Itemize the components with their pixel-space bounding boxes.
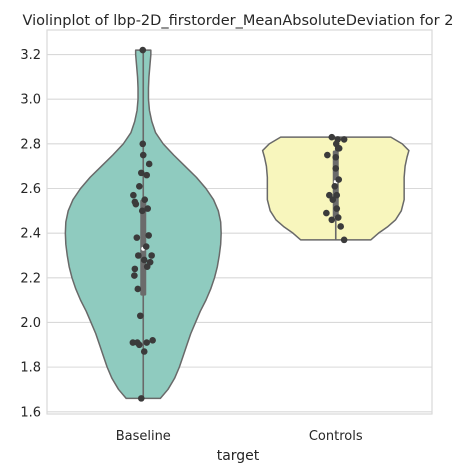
data-point [130,192,137,199]
y-tick-label: 3.0 [20,93,41,108]
data-point [333,205,340,212]
data-point [143,339,150,346]
x-axis-ticks: Baseline Controls [116,429,363,444]
data-point [134,234,141,241]
data-point [335,214,342,221]
y-tick-label: 2.8 [20,137,41,152]
data-point [324,152,331,159]
chart-title: Violinplot of lbp-2D_firstorder_MeanAbso… [23,13,454,29]
data-point [138,395,145,402]
data-point [336,145,343,152]
data-point [140,152,147,159]
data-point [131,272,138,279]
data-point [143,243,150,250]
y-tick-label: 2.6 [20,182,41,197]
x-tick-label: Baseline [116,429,171,444]
data-point [328,134,335,141]
y-tick-label: 1.6 [20,405,41,420]
y-tick-label: 2.0 [20,316,41,331]
data-point [146,161,153,168]
data-point [139,47,146,54]
x-tick-label: Controls [309,429,363,444]
data-point [139,208,146,215]
y-tick-label: 3.2 [20,48,41,63]
data-point [332,154,339,161]
data-point [143,172,150,179]
data-point [323,210,330,217]
violins [65,50,409,398]
y-tick-label: 2.4 [20,227,41,242]
data-point [149,337,156,344]
y-tick-label: 2.2 [20,271,41,286]
data-point [144,263,151,270]
x-axis-label: target [217,448,260,464]
data-point [328,216,335,223]
data-point [332,165,339,172]
data-point [136,341,143,348]
data-point [337,223,344,230]
data-point [145,232,152,239]
data-point [148,252,155,259]
y-tick-label: 1.8 [20,361,41,376]
data-point [341,136,348,143]
data-point [135,286,142,293]
data-point [136,183,143,190]
data-point [341,237,348,244]
data-point [329,196,336,203]
data-point [141,257,148,264]
data-point [139,141,146,148]
data-point [135,252,142,259]
data-point [141,348,148,355]
data-point [141,196,148,203]
data-point [331,183,338,190]
data-point [335,176,342,183]
data-point [132,266,139,273]
y-axis-ticks: 1.6 1.8 2.0 2.2 2.4 2.6 2.8 3.0 3.2 [20,48,41,420]
data-point [137,312,144,319]
data-point [133,201,140,208]
